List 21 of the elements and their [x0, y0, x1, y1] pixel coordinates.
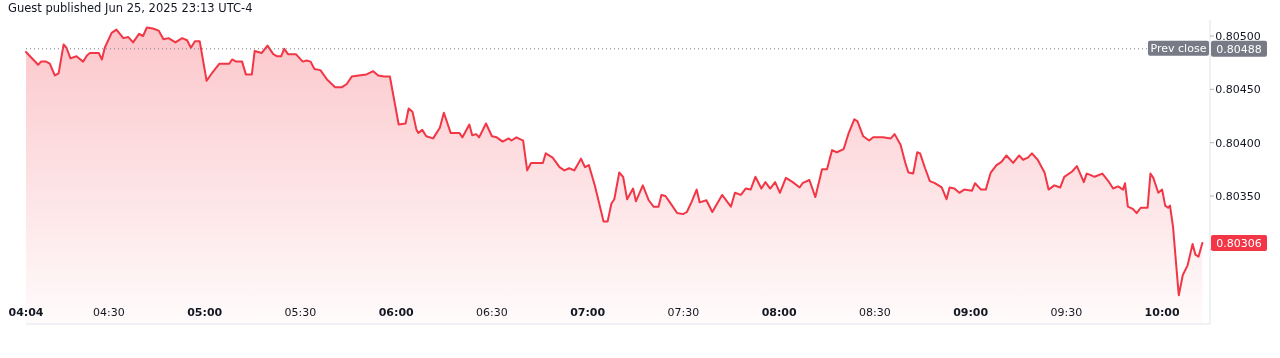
x-tick-label: 06:30 — [476, 306, 508, 319]
x-tick-label: 07:30 — [667, 306, 700, 319]
x-tick-label: 04:04 — [8, 306, 44, 319]
x-tick-label: 07:00 — [570, 306, 606, 319]
x-tick-label: 08:00 — [761, 306, 798, 319]
x-tick-label: 09:30 — [1050, 306, 1083, 319]
text: 0.80306 — [1216, 236, 1262, 250]
y-tick-label: 0.80350 — [1215, 190, 1261, 203]
x-tick-label: 08:30 — [859, 306, 891, 319]
x-tick-label: 06:00 — [378, 306, 415, 319]
y-tick-label: 0.80500 — [1215, 30, 1261, 43]
y-tick-label: 0.80400 — [1215, 136, 1261, 150]
x-tick-label: 04:30 — [93, 306, 125, 319]
x-tick-label: 10:00 — [1144, 306, 1180, 319]
ref-line-label: Prev close — [1150, 42, 1207, 56]
y-tick-label: 0.80450 — [1215, 83, 1261, 97]
chart-title: Guest published Jun 25, 2025 23:13 UTC-4 — [8, 1, 253, 15]
x-tick-label: 09:00 — [953, 306, 989, 319]
x-tick-label: 05:00 — [187, 306, 223, 319]
text: 0.80488 — [1216, 42, 1262, 56]
x-tick-label: 05:30 — [284, 306, 317, 319]
